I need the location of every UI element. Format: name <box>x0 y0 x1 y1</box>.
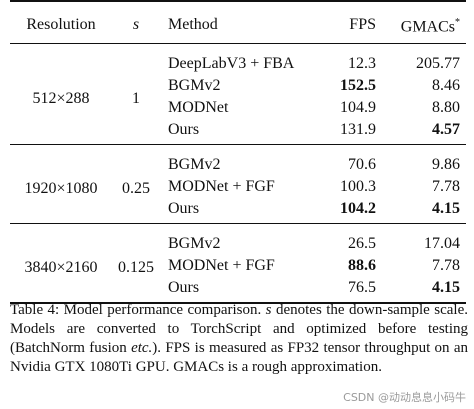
caption-part1: Table 4: Model performance comparison. <box>10 302 266 318</box>
table-row: MODNet + FGF 100.3 7.78 <box>10 176 466 198</box>
cell-method: Ours <box>168 121 200 139</box>
header-method: Method <box>168 16 218 34</box>
cell-fps: 88.6 <box>348 257 376 275</box>
header-s: s <box>132 16 140 34</box>
cell-resolution: 3840×2160 <box>24 258 98 276</box>
cell-method: Ours <box>168 200 200 218</box>
cell-gmacs: 8.80 <box>432 99 460 117</box>
cell-scale: 1 <box>132 89 140 107</box>
performance-table-container: Resolution s Method FPS GMACs* 512×288 1 D… <box>10 0 466 304</box>
table-row: 512×288 1 DeepLabV3 + FBA 12.3 205.77 <box>10 44 466 107</box>
cell-gmacs: 4.57 <box>432 121 460 139</box>
cell-method: Ours <box>168 279 200 297</box>
header-fps: FPS <box>349 16 376 34</box>
cell-fps: 100.3 <box>340 178 376 196</box>
table-group: 3840×2160 0.125 BGMv2 26.5 17.04 MODNet + FGF… <box>10 224 466 304</box>
cell-fps: 70.6 <box>348 156 376 174</box>
table-row: Ours 104.2 4.15 <box>10 198 466 224</box>
table-row: MODNet 104.9 8.80 <box>10 97 466 119</box>
table-group: 1920×1080 0.25 BGMv2 70.6 9.86 MODNet + FGF 10… <box>10 145 466 224</box>
cell-method: DeepLabV3 + FBA <box>168 55 295 73</box>
table-caption: Table 4: Model performance comparison. s… <box>10 301 468 377</box>
cell-fps: 152.5 <box>340 77 376 95</box>
cell-scale: 0.25 <box>122 179 150 197</box>
cell-method: MODNet + FGF <box>168 257 275 275</box>
cell-resolution: 512×288 <box>32 89 90 107</box>
table-row: MODNet + FGF 88.6 7.78 <box>10 255 466 277</box>
table-row: 3840×2160 0.125 BGMv2 26.5 17.04 <box>10 224 466 276</box>
cell-method: BGMv2 <box>168 156 221 174</box>
table-row: 1920×1080 0.25 BGMv2 70.6 9.86 <box>10 145 466 197</box>
caption-part2: denotes the down-sample scale. Models ar… <box>10 302 468 356</box>
cell-gmacs: 4.15 <box>432 200 460 218</box>
cell-method: BGMv2 <box>168 235 221 253</box>
header-resolution: Resolution <box>26 16 96 34</box>
cell-gmacs: 9.86 <box>432 156 460 174</box>
cell-fps: 26.5 <box>348 235 376 253</box>
cell-gmacs: 7.78 <box>432 257 460 275</box>
cell-method: MODNet + FGF <box>168 178 275 196</box>
cell-fps: 131.9 <box>340 121 376 139</box>
cell-gmacs: 4.15 <box>432 279 460 297</box>
cell-gmacs: 17.04 <box>424 235 460 253</box>
cell-gmacs: 8.46 <box>432 77 460 95</box>
header-row: Resolution s Method FPS GMACs* <box>10 1 466 44</box>
table-group: 512×288 1 DeepLabV3 + FBA 12.3 205.77 BGMv2 15… <box>10 44 466 145</box>
cell-method: MODNet <box>168 99 229 117</box>
table-row: BGMv2 152.5 8.46 <box>10 75 466 97</box>
table-row: Ours 131.9 4.57 <box>10 119 466 145</box>
watermark: CSDN @动动息息小码牛 <box>343 391 466 404</box>
cell-fps: 104.9 <box>340 99 376 117</box>
cell-fps: 76.5 <box>348 279 376 297</box>
cell-resolution: 1920×1080 <box>24 179 98 197</box>
cell-fps: 12.3 <box>348 55 376 73</box>
cell-gmacs: 205.77 <box>416 55 460 73</box>
cell-fps: 104.2 <box>340 200 376 218</box>
caption-etc: etc. <box>131 340 153 356</box>
cell-method: BGMv2 <box>168 77 221 95</box>
caption-s-symbol: s <box>265 302 272 318</box>
cell-scale: 0.125 <box>118 258 154 276</box>
table-row: Ours 76.5 4.15 <box>10 277 466 303</box>
performance-table: Resolution s Method FPS GMACs* 512×288 1 D… <box>10 0 466 304</box>
header-gmacs: GMACs* <box>400 17 460 36</box>
table-header: Resolution s Method FPS GMACs* <box>10 1 466 44</box>
caption-part3: ). FPS is measured as FP32 tensor throug… <box>10 340 468 375</box>
cell-gmacs: 7.78 <box>432 178 460 196</box>
